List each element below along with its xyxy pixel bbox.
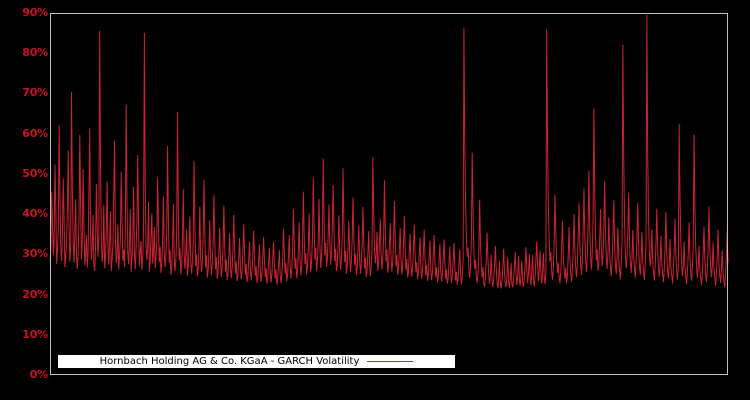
- y-axis-tick-label: 50%: [22, 166, 48, 180]
- y-axis-tick-label: 0%: [29, 368, 48, 381]
- y-axis-tick-label: 20%: [22, 287, 48, 301]
- y-axis-tick-label: 80%: [22, 46, 48, 60]
- chart-legend[interactable]: Hornbach Holding AG & Co. KGaA - GARCH V…: [58, 355, 455, 368]
- legend-color-swatch: [367, 361, 414, 362]
- y-axis-tick-label: 10%: [22, 327, 48, 341]
- y-axis-tick-label: 90%: [22, 6, 48, 19]
- volatility-series-line: [49, 14, 729, 289]
- y-axis-tick-label: 70%: [22, 86, 48, 100]
- series-group: [49, 14, 729, 289]
- y-axis-tick-label: 40%: [22, 207, 48, 221]
- y-axis-tick-labels: 90% 80% 70% 60% 50% 40% 30% 20% 10% 0%: [0, 0, 48, 400]
- plot-border: [50, 13, 728, 375]
- legend-series-label: Hornbach Holding AG & Co. KGaA - GARCH V…: [99, 355, 360, 367]
- y-axis-tick-label: 60%: [22, 126, 48, 140]
- y-axis-tick-label: 30%: [22, 247, 48, 261]
